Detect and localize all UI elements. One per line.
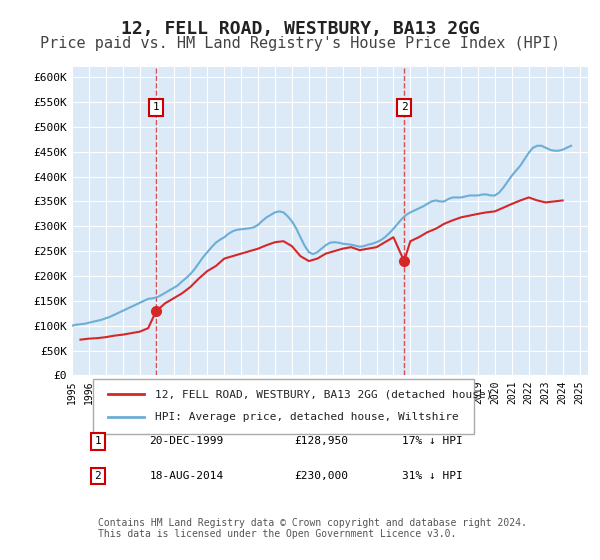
Text: £230,000: £230,000 (294, 471, 348, 481)
Text: 12, FELL ROAD, WESTBURY, BA13 2GG: 12, FELL ROAD, WESTBURY, BA13 2GG (121, 20, 479, 38)
Text: 31% ↓ HPI: 31% ↓ HPI (402, 471, 463, 481)
Text: 1: 1 (153, 102, 160, 112)
Text: 2: 2 (401, 102, 407, 112)
Text: 2: 2 (94, 471, 101, 481)
Text: 12, FELL ROAD, WESTBURY, BA13 2GG (detached house): 12, FELL ROAD, WESTBURY, BA13 2GG (detac… (155, 390, 492, 399)
Text: Contains HM Land Registry data © Crown copyright and database right 2024.
This d: Contains HM Land Registry data © Crown c… (98, 517, 527, 539)
FancyBboxPatch shape (92, 379, 475, 435)
Text: HPI: Average price, detached house, Wiltshire: HPI: Average price, detached house, Wilt… (155, 412, 458, 422)
Text: Price paid vs. HM Land Registry's House Price Index (HPI): Price paid vs. HM Land Registry's House … (40, 36, 560, 52)
Text: 1: 1 (94, 436, 101, 446)
Text: 17% ↓ HPI: 17% ↓ HPI (402, 436, 463, 446)
Text: £128,950: £128,950 (294, 436, 348, 446)
Text: 18-AUG-2014: 18-AUG-2014 (149, 471, 224, 481)
Text: 20-DEC-1999: 20-DEC-1999 (149, 436, 224, 446)
